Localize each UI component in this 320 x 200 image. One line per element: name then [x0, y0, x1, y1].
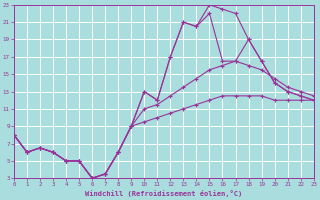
X-axis label: Windchill (Refroidissement éolien,°C): Windchill (Refroidissement éolien,°C) [85, 190, 243, 197]
